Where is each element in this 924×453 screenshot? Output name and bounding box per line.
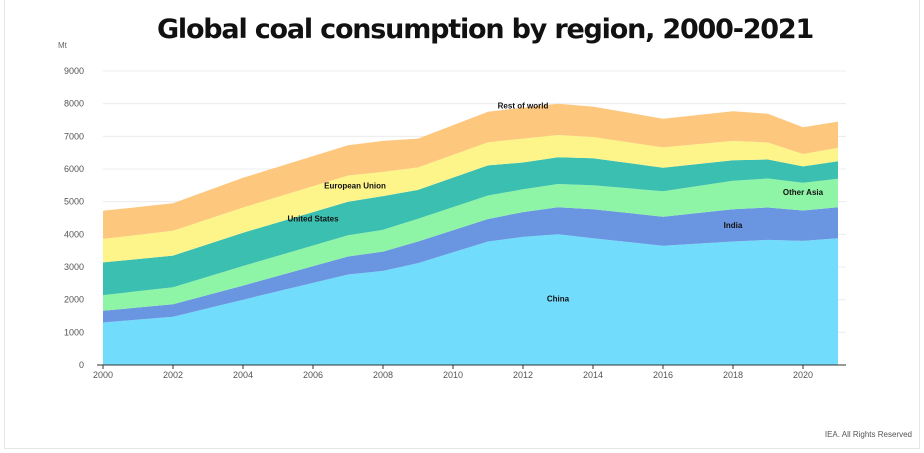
x-tick-label-2004: 2004: [233, 370, 253, 380]
series-label-rest-of-world: Rest of world: [498, 102, 549, 111]
x-tick-label-2012: 2012: [513, 370, 533, 380]
area-rest-of-world: [103, 103, 838, 239]
series-label-united-states: United States: [287, 214, 339, 223]
y-tick-label-8000: 8000: [64, 99, 84, 109]
y-tick-label-6000: 6000: [64, 164, 84, 174]
series-label-european-union: European Union: [324, 182, 386, 191]
series-label-india: India: [724, 221, 743, 230]
x-tick-label-2010: 2010: [443, 370, 463, 380]
chart-title: Global coal consumption by region, 2000-…: [156, 14, 814, 45]
y-tick-label-9000: 9000: [64, 66, 84, 76]
y-tick-label-3000: 3000: [64, 262, 84, 272]
x-tick-label-2000: 2000: [93, 370, 113, 380]
x-tick-label-2018: 2018: [723, 370, 743, 380]
area-european-union: [103, 135, 838, 263]
y-axis-unit: Mt: [58, 41, 67, 50]
series-label-other-asia: Other Asia: [783, 188, 824, 197]
x-tick-label-2014: 2014: [583, 370, 603, 380]
x-tick-label-2008: 2008: [373, 370, 393, 380]
y-tick-label-1000: 1000: [64, 327, 84, 337]
chart-frame: [4, 0, 920, 449]
x-tick-label-2020: 2020: [793, 370, 813, 380]
y-tick-label-5000: 5000: [64, 197, 84, 207]
x-tick-label-2016: 2016: [653, 370, 673, 380]
area-india: [103, 207, 838, 323]
x-tick-label-2002: 2002: [163, 370, 183, 380]
y-tick-label-4000: 4000: [64, 229, 84, 239]
area-china: [103, 234, 838, 365]
y-tick-label-2000: 2000: [64, 295, 84, 305]
area-united-states: [103, 157, 838, 296]
area-other-asia: [103, 178, 838, 311]
x-tick-label-2006: 2006: [303, 370, 323, 380]
copyright-notice: IEA. All Rights Reserved: [824, 430, 912, 439]
series-label-china: China: [547, 294, 570, 303]
y-tick-label-0: 0: [79, 360, 84, 370]
y-tick-label-7000: 7000: [64, 131, 84, 141]
